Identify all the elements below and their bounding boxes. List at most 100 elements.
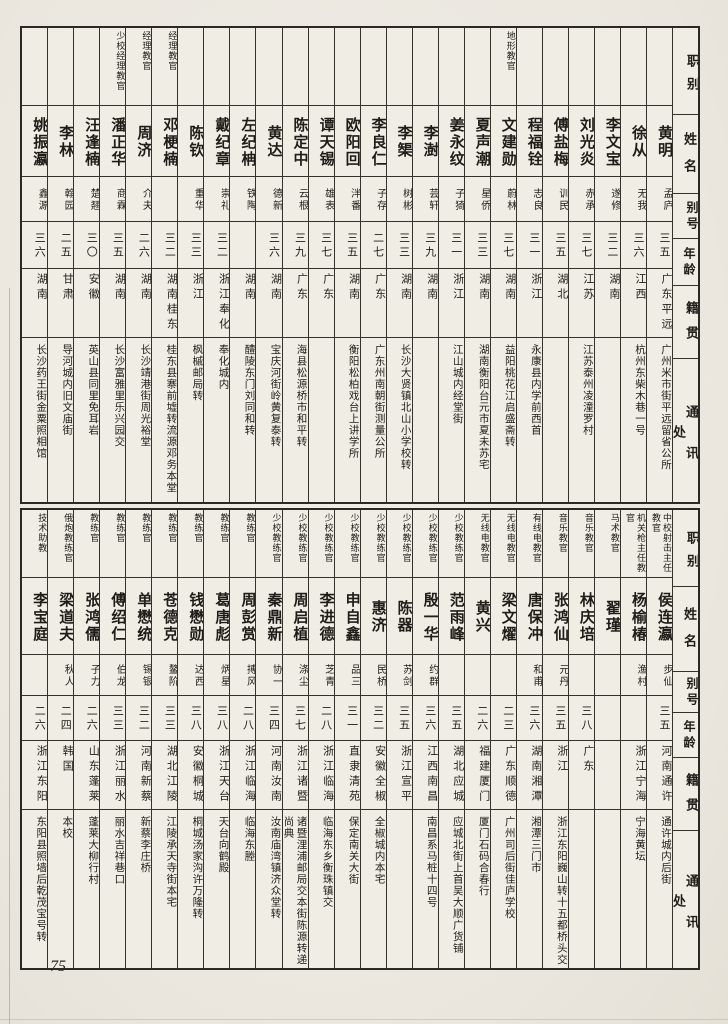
address-cell: 广州米市街平远留省公所 (659, 344, 671, 471)
rank-title-cell (178, 28, 204, 106)
person-name-cell: 陈钦 (178, 106, 204, 177)
address-cell (387, 810, 412, 968)
roster-column: 无线电教官 黄兴 二六 福建厦门 厦门石码合春行 (463, 510, 490, 968)
address-cell: 长沙靖港街周光裕堂 (139, 344, 151, 448)
rank-title-cell: 经理教官 (126, 28, 152, 106)
age-cell: 三六 (256, 222, 282, 269)
age-cell: 二六 (22, 696, 48, 741)
roster-column: 教练官 单懋统 锡银 三二 河南新蔡 新蔡李庄桥 (125, 510, 152, 968)
courtesy-name-cell: 芝青 (308, 655, 334, 696)
rank-title-cell (282, 28, 308, 106)
roster-column: 技术助教 李宝庭 二六 浙江东阳 东阳县照墙后乾茂宝号转 (22, 510, 48, 968)
roster-column: 李良仁 子存 二七 广东 广东州南朝街测量公所 (359, 28, 386, 502)
courtesy-name-cell: 树彬 (386, 177, 412, 222)
person-name-cell: 文建勋 (490, 106, 516, 177)
native-place-cell: 安徽 (74, 269, 100, 338)
person-name-cell: 苍德克 (152, 578, 178, 655)
roster-column: 少校教练官 殷一华 约群 三六 江西南昌 南昌系马桩十四号 (411, 510, 438, 968)
address-cell: 东阳县照墙后乾茂宝号转 (35, 816, 47, 943)
courtesy-name-cell (490, 655, 516, 696)
courtesy-name-cell: 介夫 (126, 177, 152, 222)
courtesy-name-cell: 翰园 (48, 177, 74, 222)
native-place-cell (594, 741, 620, 810)
native-place-cell: 江苏 (568, 269, 594, 338)
age-cell: 三九 (282, 222, 308, 269)
person-name-cell: 李澍 (412, 106, 438, 177)
rank-title-cell: 少校教练官 (438, 510, 464, 578)
rank-title-cell: 少校教练官 (386, 510, 412, 578)
person-name-cell: 钱懋勋 (178, 578, 204, 655)
person-name-cell: 刘光炎 (568, 106, 594, 177)
age-cell: 三五 (438, 696, 464, 741)
rank-title-cell: 职别 (672, 510, 698, 587)
roster-column: 教练官 钱懋勋 达西 三八 安徽桐城 桐城汤家沟许万隆转 (177, 510, 204, 968)
native-place-cell: 河南新蔡 (126, 741, 152, 810)
age-cell: 二七 (360, 222, 386, 269)
rank-title-cell: 教练官 (152, 510, 178, 578)
courtesy-name-cell (594, 655, 620, 696)
courtesy-name-cell: 德新 (256, 177, 282, 222)
age-cell: 三七 (282, 696, 308, 741)
native-place-cell: 浙江东阳 (22, 741, 48, 810)
address-cell: 桂东县寨前墟转流源邓务本堂 (165, 344, 177, 494)
roster-column: 李林 翰园 二五 甘肃 导河城内旧文庙街 (47, 28, 74, 502)
age-cell: 三五 (334, 222, 360, 269)
native-place-cell: 湖南 (230, 269, 256, 338)
roster-column: 少校教练官 范雨峰 三五 湖北应城 应城北街上首吴大顺广货铺 (437, 510, 464, 968)
roster-column: 教练官 张鸿儒 子力 二六 山东蓬莱 蓬莱大柳行村 (73, 510, 100, 968)
person-name-cell: 张鸿仙 (542, 578, 568, 655)
age-cell: 三四 (256, 696, 282, 741)
roster-column: 地形教官 文建勋 蔚林 三七 湖南 益阳桃花江启盛斋转 (489, 28, 516, 502)
rank-title-cell: 音乐教官 (568, 510, 594, 578)
native-place-cell: 河南通许 (646, 741, 672, 810)
native-place-cell: 浙江 (178, 269, 204, 338)
age-cell: 三一 (516, 222, 542, 269)
person-name-cell: 李进德 (308, 578, 334, 655)
age-cell: 年龄 (672, 713, 698, 758)
address-cell: 英山县同里免耳岩 (87, 344, 99, 436)
roster-column: 汪逢楠 楚翘 三〇 安徽 英山县同里免耳岩 (73, 28, 100, 502)
roster-column: 少校教练官 周启植 涤尘 三七 浙江诸暨 诸暨浬浦邮局交本街陈源转递尚典 (281, 510, 308, 968)
courtesy-name-cell: 别号 (672, 672, 698, 713)
courtesy-name-cell (464, 655, 490, 696)
rank-title-cell (22, 28, 48, 106)
person-name-cell: 姓名 (672, 115, 698, 194)
person-name-cell: 梁文燿 (490, 578, 516, 655)
rank-title-cell: 地形教官 (490, 28, 516, 106)
courtesy-name-cell: 遂修 (594, 177, 620, 222)
age-cell: 三三 (178, 222, 204, 269)
courtesy-name-cell: 民桥 (360, 655, 386, 696)
age-cell: 三七 (490, 222, 516, 269)
address-cell (309, 338, 334, 502)
age-cell: 二八 (230, 696, 256, 741)
rank-title-cell: 教练官 (74, 510, 100, 578)
native-place-cell: 湖南 (490, 269, 516, 338)
native-place-cell: 广东 (282, 269, 308, 338)
address-cell: 宝庆河街岭黄复泰转 (269, 344, 281, 448)
person-name-cell: 周彭赏 (230, 578, 256, 655)
native-place-cell: 湖南 (334, 269, 360, 338)
rank-title-cell (412, 28, 438, 106)
address-cell: 醴陵东门刘同和转 (243, 344, 255, 436)
age-cell: 三五 (542, 222, 568, 269)
address-cell (595, 338, 620, 502)
roster-column: 谭天锡 雄表 三七 广东 (307, 28, 334, 502)
roster-column: 傅盐梅 训民 三五 湖北 (541, 28, 568, 502)
roster-column: 中校射击主任教官 侯连瀛 步仙 三五 河南通许 通许城内后街 (645, 510, 672, 968)
person-name-cell: 申自鑫 (334, 578, 360, 655)
person-name-cell: 黄兴 (464, 578, 490, 655)
address-cell: 益阳桃花江启盛斋转 (503, 344, 515, 448)
rank-title-cell (464, 28, 490, 106)
address-cell: 永康县内学前西首 (529, 344, 541, 436)
courtesy-name-cell: 训民 (542, 177, 568, 222)
rank-title-cell: 马术教官 (594, 510, 620, 578)
rank-title-cell (542, 28, 568, 106)
person-name-cell: 范雨峰 (438, 578, 464, 655)
rank-title-cell: 教练官 (100, 510, 126, 578)
courtesy-name-cell: 协一 (256, 655, 282, 696)
rank-title-cell: 少校教练官 (256, 510, 282, 578)
rank-title-cell: 音乐教官 (542, 510, 568, 578)
person-name-cell: 李宝庭 (22, 578, 48, 655)
address-cell: 衡阳松柏戏台上讲学所 (347, 344, 359, 459)
